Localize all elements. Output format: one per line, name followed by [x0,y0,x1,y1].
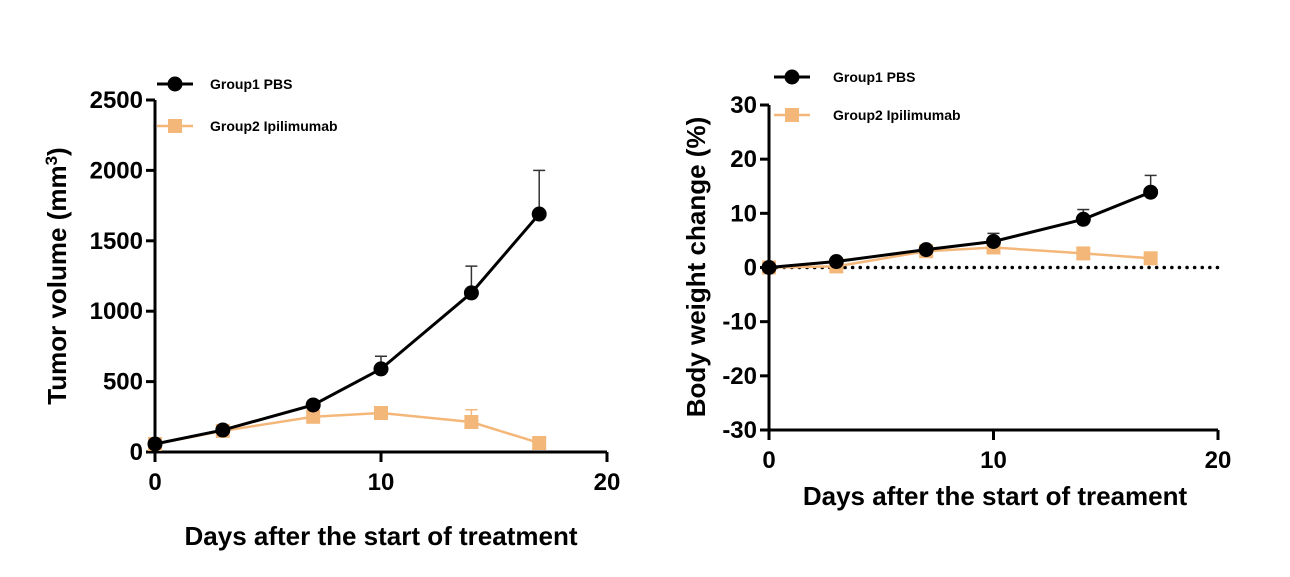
x-tick-label: 0 [148,469,161,496]
y-tick-label: -30 [722,417,757,444]
data-point [464,415,479,430]
y-axis-label: Body weight change (%) [681,117,711,417]
y-axis-label: Tumor volume (mm3) [42,147,73,404]
legend: Group1 PBS Group2 Ipilimumab [774,69,961,123]
legend-marker-square [168,119,182,133]
legend-marker-circle [167,76,183,92]
y-tick-label: 20 [730,146,757,173]
data-point [1076,246,1091,261]
y-tick-label: 10 [730,200,757,227]
x-tick-label: 0 [762,447,775,474]
data-point [215,422,231,438]
legend-label: Group2 Ipilimumab [210,118,338,134]
data-point [1143,251,1158,266]
data-point [761,260,777,275]
y-tick-label: -10 [722,309,757,336]
data-point [373,361,389,377]
data-point [463,285,479,301]
series-group2 [148,405,547,451]
data-point [374,405,388,420]
legend-label: Group1 PBS [833,69,915,85]
data-point [1143,184,1159,200]
y-tick-label: -20 [722,363,757,390]
series-group1 [147,169,547,452]
x-axis-label: Days after the start of treatment [185,521,578,551]
data-point [305,397,321,413]
legend-label: Group1 PBS [210,76,292,92]
chart-2: -30 -20 -10 0 10 20 30 0 10 20 Days after the star… [681,69,1231,511]
legend-marker-circle [784,69,800,85]
data-point [147,436,163,452]
data-point [986,234,1001,249]
data-point [531,206,547,222]
data-point [918,242,934,258]
y-tick-label: 2000 [90,157,143,184]
data-point [1075,211,1091,227]
y-tick-label: 1500 [90,228,143,255]
legend-marker-square [785,108,799,122]
series-group1 [761,174,1159,275]
data-point [828,254,844,270]
chart-1: 0 500 1000 1500 2000 2500 0 10 20 Days after the … [42,76,621,551]
x-tick-label: 10 [368,469,395,496]
series-line [154,411,540,446]
x-tick-label: 20 [1205,447,1232,474]
series-line [768,246,1151,269]
y-tick-label: 500 [103,369,143,396]
legend-label: Group2 Ipilimumab [833,107,961,123]
y-tick-label: 30 [730,92,757,119]
x-tick-label: 20 [594,469,621,496]
x-axis-label: Days after the start of treament [803,481,1188,511]
series-line [154,213,541,446]
legend: Group1 PBS Group2 Ipilimumab [157,76,338,134]
x-tick-label: 10 [980,447,1007,474]
y-tick-label: 0 [130,439,143,466]
y-tick-label: 2500 [90,87,143,114]
series-line [768,190,1152,269]
y-tick-label: 0 [744,255,757,282]
y-tick-label: 1000 [90,298,143,325]
data-point [306,409,321,424]
data-point [532,435,547,450]
